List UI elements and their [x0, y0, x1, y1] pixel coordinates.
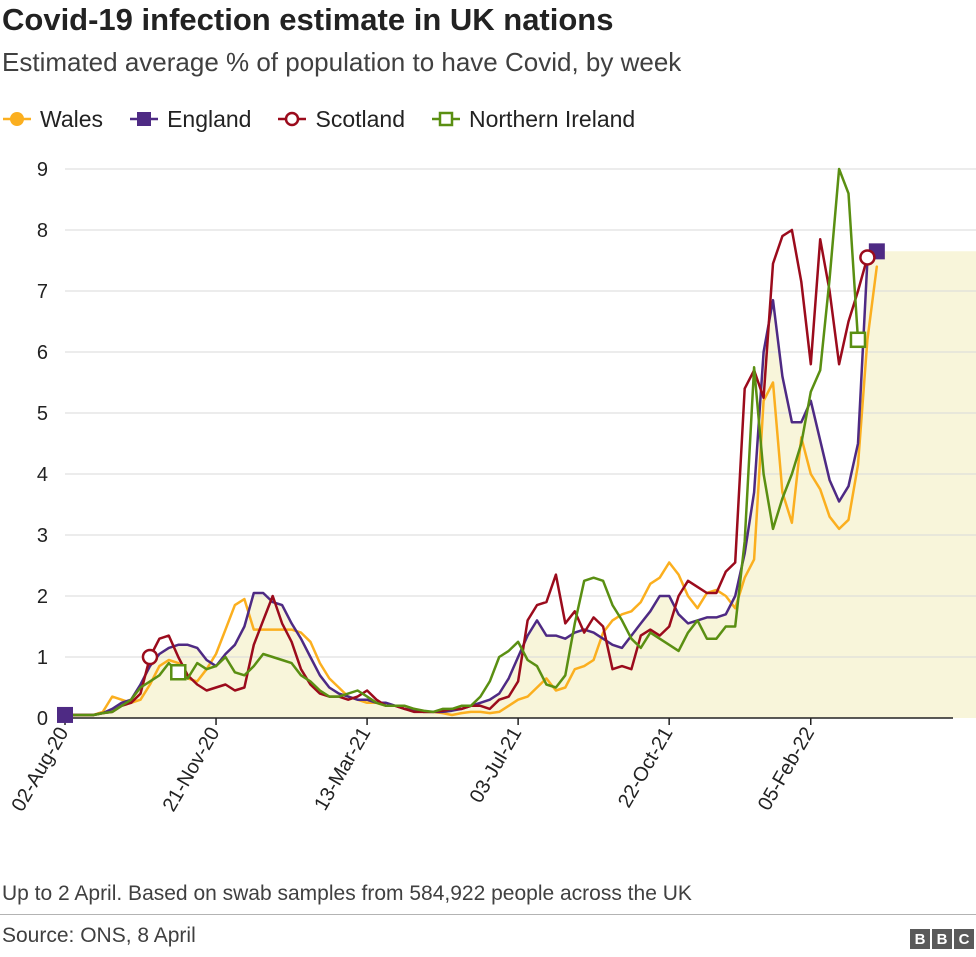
bbc-logo-letter-3: C: [954, 929, 974, 949]
y-tick-label: 5: [37, 403, 48, 425]
chart-title: Covid-19 infection estimate in UK nation…: [2, 2, 614, 37]
y-tick-label: 7: [37, 281, 48, 303]
legend-item-england: England: [129, 106, 251, 133]
gridlines: [65, 168, 976, 658]
y-tick-label: 0: [37, 708, 48, 730]
series-line-scotland: [63, 228, 869, 717]
bbc-logo-letter-1: B: [910, 929, 930, 949]
chart-subtitle: Estimated average % of population to hav…: [2, 47, 682, 77]
bbc-logo: B B C: [908, 929, 974, 949]
y-tick-label: 6: [37, 342, 48, 364]
x-tick-label: 03-Jul-21: [466, 724, 527, 807]
legend-label: England: [167, 105, 252, 132]
legend-swatch-scotland: [278, 111, 307, 127]
marker-scotland: [141, 648, 159, 666]
marker-northern-ireland: [849, 331, 867, 349]
shaded-area: [65, 251, 976, 719]
series-line-wales: [63, 265, 879, 717]
shaded-area-layer: [65, 251, 976, 719]
legend: Wales England Scotland Northern Ireland: [2, 103, 661, 135]
legend-item-northern-ireland: Northern Ireland: [431, 106, 635, 133]
x-axis: 02-Aug-20 21-Nov-20 13-Mar-21 03-Jul-21 22-O…: [8, 717, 953, 816]
marker-england: [57, 706, 73, 723]
x-tick-label: 22-Oct-21: [614, 724, 678, 812]
y-tick-label: 1: [37, 647, 48, 669]
series-line-northern-ireland: [63, 167, 860, 717]
y-axis-labels: 0 1 2 3 4 5 6 7 8 9: [37, 159, 48, 730]
y-tick-label: 3: [37, 525, 48, 547]
footnote: Up to 2 April. Based on swab samples fro…: [2, 882, 692, 905]
footer-divider: [0, 914, 976, 915]
x-tick-label: 05-Feb-22: [754, 724, 819, 815]
series-lines: [63, 167, 879, 717]
y-tick-label: 8: [37, 220, 48, 242]
legend-swatch-northern-ireland: [432, 111, 460, 127]
legend-item-wales: Wales: [2, 106, 103, 133]
legend-swatch-england: [130, 112, 159, 126]
y-tick-label: 4: [37, 464, 48, 486]
legend-label: Northern Ireland: [469, 105, 636, 132]
legend-item-scotland: Scotland: [277, 106, 405, 133]
x-tick-label: 13-Mar-21: [310, 724, 375, 815]
legend-label: Wales: [40, 105, 104, 132]
marker-scotland: [859, 249, 876, 266]
legend-swatch-wales: [3, 112, 31, 126]
source-text: Source: ONS, 8 April: [2, 924, 196, 947]
y-tick-label: 9: [37, 159, 48, 181]
x-tick-label: 02-Aug-20: [8, 724, 74, 816]
legend-label: Scotland: [315, 105, 405, 132]
series-end-markers: [57, 243, 885, 723]
bbc-logo-letter-2: B: [932, 929, 952, 949]
line-chart: 0 1 2 3 4 5 6 7 8 9 02-Aug-20 21-Nov-20 13-Mar-21 03…: [8, 159, 976, 816]
x-tick-label: 21-Nov-20: [159, 724, 225, 816]
y-tick-label: 2: [37, 586, 48, 608]
marker-northern-ireland: [170, 664, 187, 681]
